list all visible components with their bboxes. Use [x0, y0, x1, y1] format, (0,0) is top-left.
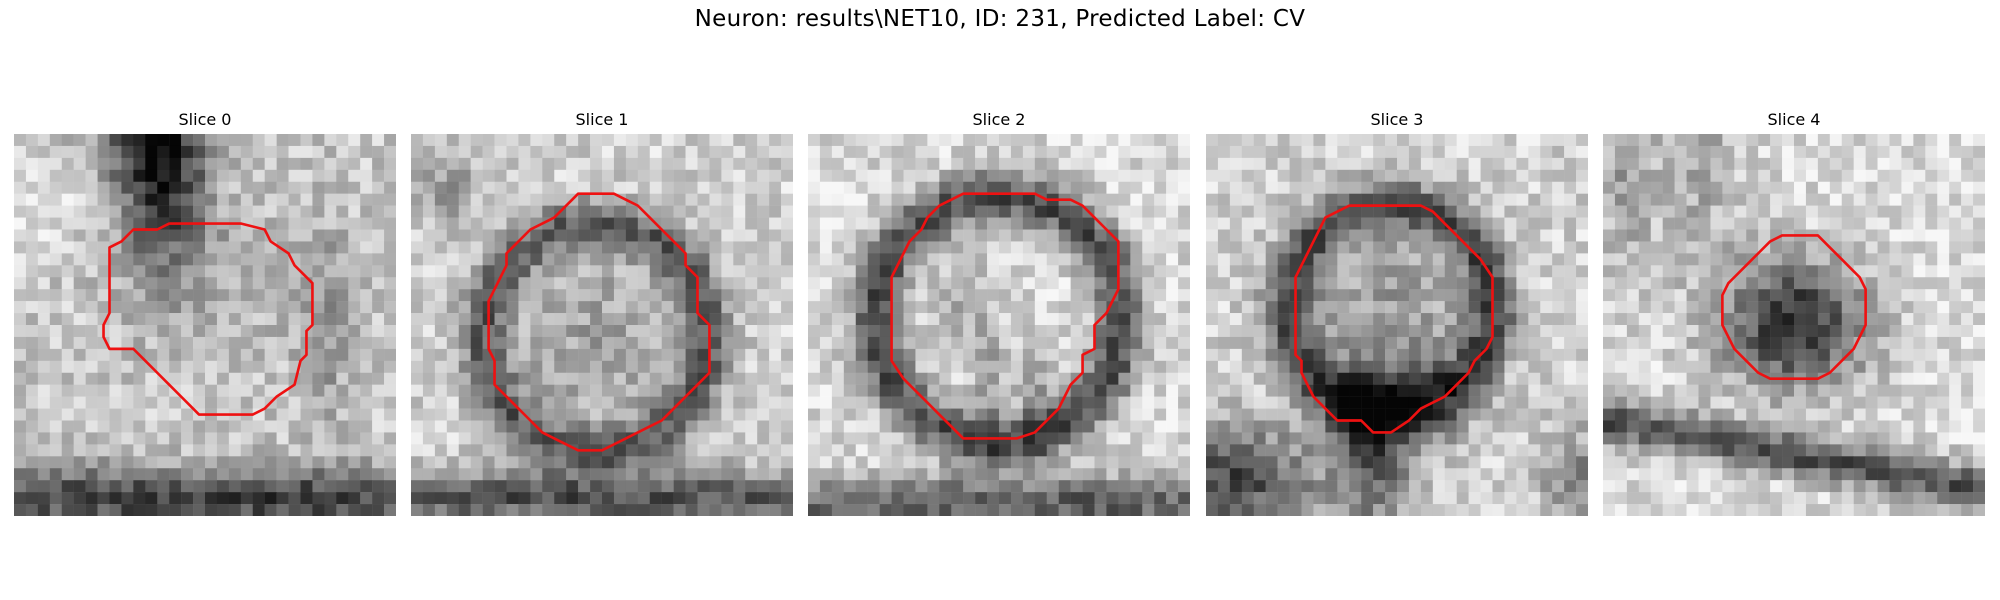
slice-image	[1206, 134, 1588, 516]
slice-panel-0: Slice 0	[14, 108, 396, 516]
slice-label: Slice 3	[1370, 110, 1424, 129]
slice-panel-4: Slice 4	[1603, 108, 1985, 516]
slice-image	[411, 134, 793, 516]
slice-label: Slice 0	[178, 110, 232, 129]
slice-image	[808, 134, 1190, 516]
slice-panel-1: Slice 1	[411, 108, 793, 516]
roi-contour	[102, 222, 314, 416]
slice-label: Slice 2	[972, 110, 1026, 129]
roi-contour	[1294, 204, 1494, 434]
slice-panel-3: Slice 3	[1206, 108, 1588, 516]
slice-image	[14, 134, 396, 516]
slice-image	[1603, 134, 1985, 516]
roi-contour	[890, 192, 1120, 440]
roi-contour	[487, 192, 711, 452]
figure-title: Neuron: results\NET10, ID: 231, Predicte…	[694, 6, 1306, 32]
slice-label: Slice 4	[1767, 110, 1821, 129]
roi-contour	[1721, 234, 1867, 381]
slice-panel-2: Slice 2	[808, 108, 1190, 516]
slice-label: Slice 1	[575, 110, 629, 129]
